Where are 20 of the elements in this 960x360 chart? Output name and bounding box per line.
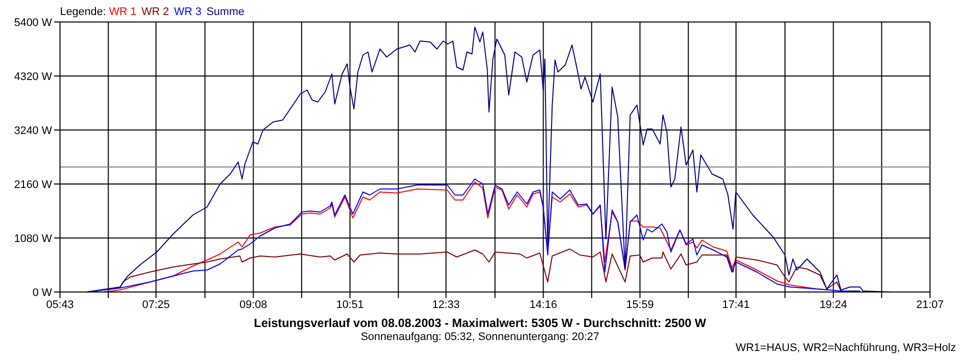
x-tick-label: 05:43 [46, 298, 74, 311]
y-tick-label: 1080 W [14, 232, 53, 245]
y-tick-label: 3240 W [14, 124, 53, 137]
y-tick-label: 5400 W [14, 16, 53, 29]
x-tick-label: 07:25 [142, 298, 170, 311]
x-tick-label: 19:24 [820, 298, 848, 311]
x-tick-label: 12:33 [432, 298, 460, 311]
x-tick-label: 14:16 [530, 298, 558, 311]
x-tick-label: 15:59 [626, 298, 654, 311]
text: Leistungsverlauf vom 08.08.2003 - Maximalwert: 5305 W - Durchschnitt: 2500 W [252, 316, 708, 330]
text: Sonnenaufgang: 05:32, Sonnenuntergang: 20:27 [360, 331, 600, 343]
y-tick-label: 4320 W [14, 70, 53, 83]
x-tick-label: 21:07 [916, 298, 944, 311]
x-tick-label: 10:51 [336, 298, 364, 311]
x-tick-label: 09:08 [240, 298, 268, 311]
legend: Legende: WR 1 WR 2 WR 3 Summe [60, 6, 250, 18]
text: WR1=HAUS, WR2=Nachführung, WR3=Holz [736, 342, 956, 354]
y-tick-label: 2160 W [14, 178, 53, 191]
y-tick-label: 0 W [32, 286, 53, 299]
x-tick-label: 17:41 [722, 298, 750, 311]
